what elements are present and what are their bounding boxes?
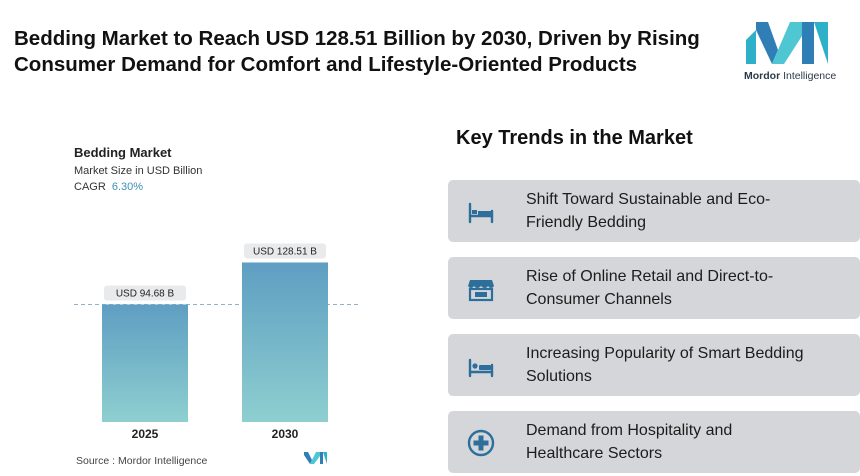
trend-card-smart-bedding: Increasing Popularity of Smart Bedding S… <box>448 334 860 396</box>
storefront-icon <box>468 280 494 302</box>
cagr-label: CAGR <box>74 181 106 193</box>
trend-card-online-retail: Rise of Online Retail and Direct-to- Con… <box>448 257 860 319</box>
chart-cagr: CAGR 6.30% <box>74 181 143 193</box>
source-note: Source : Mordor Intelligence <box>76 455 208 467</box>
bar-chart: USD 94.68 B 2025 USD 128.51 B 2030 <box>74 243 360 441</box>
bar-2030 <box>242 262 328 422</box>
data-label: USD 94.68 B <box>116 288 175 299</box>
smart-bed-icon <box>468 358 494 378</box>
trend-label: Demand from Hospitality and Healthcare S… <box>526 422 733 462</box>
chart-title: Bedding Market <box>74 145 172 160</box>
x-tick-label: 2025 <box>132 427 159 441</box>
logo-wordmark: Mordor Intelligence <box>744 70 837 82</box>
trend-card-hospitality-healthcare: Demand from Hospitality and Healthcare S… <box>448 411 860 473</box>
medical-cross-icon <box>467 429 495 457</box>
trend-label: Rise of Online Retail and Direct-to- Con… <box>526 268 774 308</box>
trend-label: Increasing Popularity of Smart Bedding S… <box>526 345 804 385</box>
chart-subtitle: Market Size in USD Billion <box>74 165 203 177</box>
mordor-intelligence-logo: Mordor Intelligence <box>742 20 850 88</box>
key-trends-title: Key Trends in the Market <box>456 127 693 149</box>
page-title: Bedding Market to Reach USD 128.51 Billi… <box>14 26 734 78</box>
logo-mark-icon <box>746 22 828 64</box>
bed-icon <box>468 202 494 224</box>
bar-2025 <box>102 304 188 422</box>
page-title-line-2: Consumer Demand for Comfort and Lifestyl… <box>14 53 638 76</box>
trend-label: Shift Toward Sustainable and Eco- Friend… <box>526 191 771 231</box>
data-label-pill <box>244 243 326 259</box>
data-label-pill <box>104 285 186 301</box>
data-label: USD 128.51 B <box>253 246 317 257</box>
page-title-line-1: Bedding Market to Reach USD 128.51 Billi… <box>14 27 700 50</box>
x-tick-label: 2030 <box>272 427 299 441</box>
source-logo-icon <box>304 452 327 464</box>
cagr-value: 6.30% <box>111 181 144 193</box>
trend-card-sustainable-bedding: Shift Toward Sustainable and Eco- Friend… <box>448 180 860 242</box>
